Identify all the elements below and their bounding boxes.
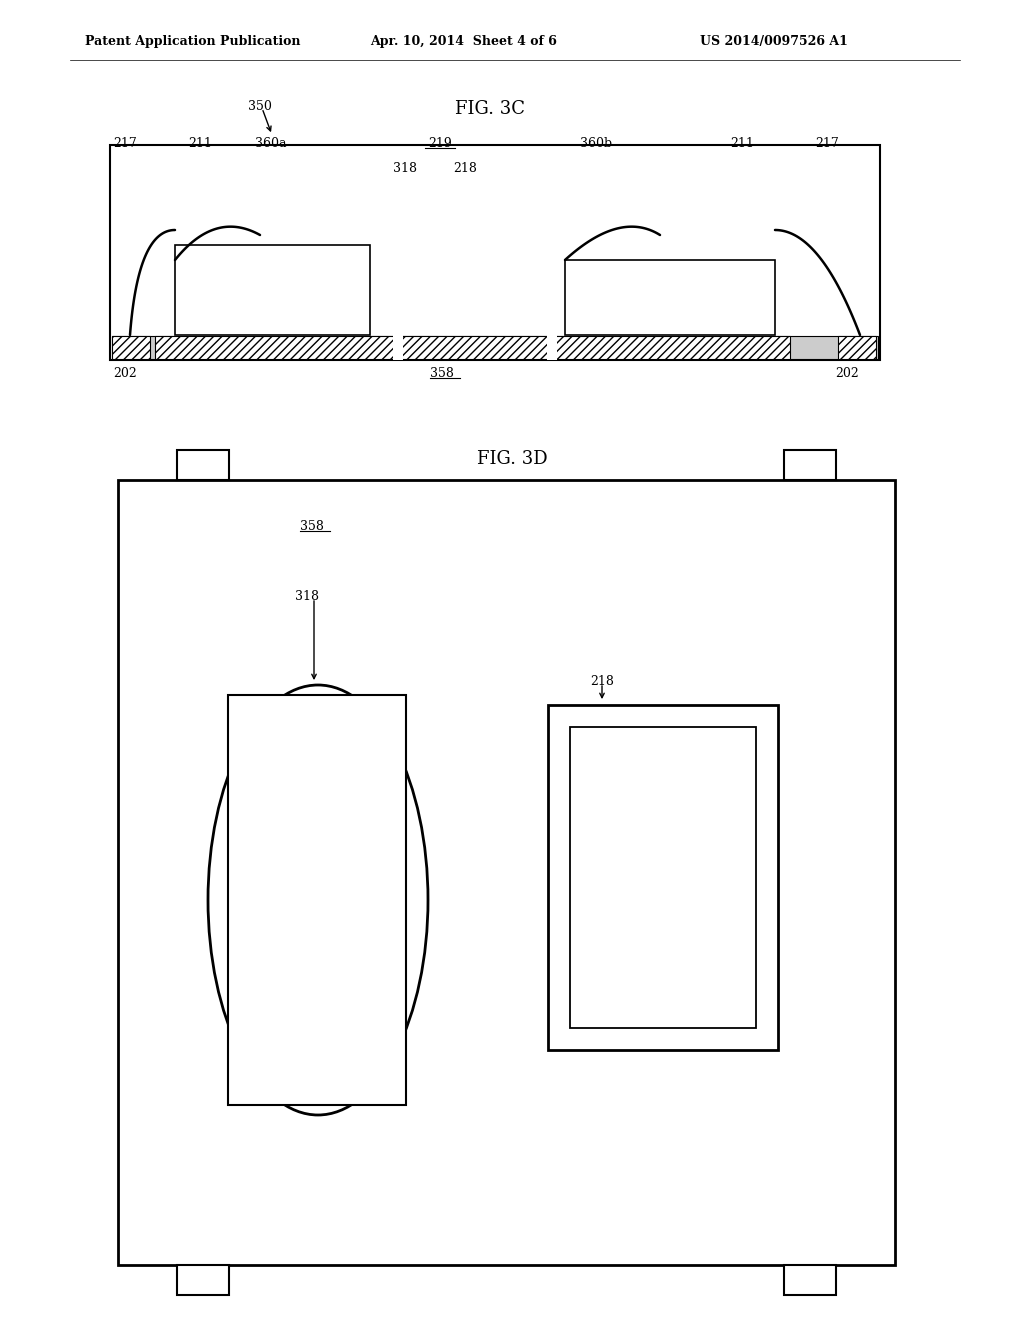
- Text: 318: 318: [393, 162, 417, 176]
- Bar: [555, 337, 790, 359]
- Text: 202: 202: [113, 367, 137, 380]
- Text: 218: 218: [590, 675, 613, 688]
- Text: 217: 217: [815, 137, 839, 150]
- Text: 360a: 360a: [301, 855, 333, 869]
- Ellipse shape: [208, 685, 428, 1115]
- Text: Patent Application Publication: Patent Application Publication: [85, 36, 300, 48]
- Bar: [565, 260, 775, 335]
- Bar: [118, 480, 895, 1265]
- Bar: [177, 450, 229, 480]
- Bar: [784, 1265, 836, 1295]
- Text: 350: 350: [248, 100, 272, 114]
- Bar: [570, 727, 756, 1028]
- Text: FIG. 3C: FIG. 3C: [455, 100, 525, 117]
- Text: 211: 211: [188, 137, 212, 150]
- Bar: [155, 337, 395, 359]
- Text: 358: 358: [430, 367, 454, 380]
- Text: Apr. 10, 2014  Sheet 4 of 6: Apr. 10, 2014 Sheet 4 of 6: [370, 36, 557, 48]
- Bar: [784, 450, 836, 480]
- Bar: [400, 337, 550, 359]
- Text: 318: 318: [295, 590, 319, 603]
- Bar: [112, 337, 878, 359]
- Bar: [547, 333, 557, 360]
- Bar: [175, 246, 370, 335]
- Text: 219: 219: [428, 137, 452, 150]
- Text: 360a: 360a: [255, 137, 287, 150]
- Text: 218: 218: [453, 162, 477, 176]
- Text: 202: 202: [835, 367, 859, 380]
- Bar: [110, 145, 880, 360]
- Bar: [228, 696, 406, 1105]
- Bar: [838, 337, 876, 359]
- Text: FIG. 3D: FIG. 3D: [477, 450, 547, 469]
- Text: 211: 211: [730, 137, 754, 150]
- Text: 380: 380: [195, 450, 219, 463]
- Text: 217: 217: [113, 137, 137, 150]
- Bar: [393, 333, 403, 360]
- Text: 360b: 360b: [580, 137, 612, 150]
- Bar: [177, 1265, 229, 1295]
- Text: US 2014/0097526 A1: US 2014/0097526 A1: [700, 36, 848, 48]
- Bar: [548, 705, 778, 1049]
- Bar: [112, 337, 150, 359]
- Text: 360b: 360b: [647, 830, 679, 843]
- Text: 358: 358: [300, 520, 324, 533]
